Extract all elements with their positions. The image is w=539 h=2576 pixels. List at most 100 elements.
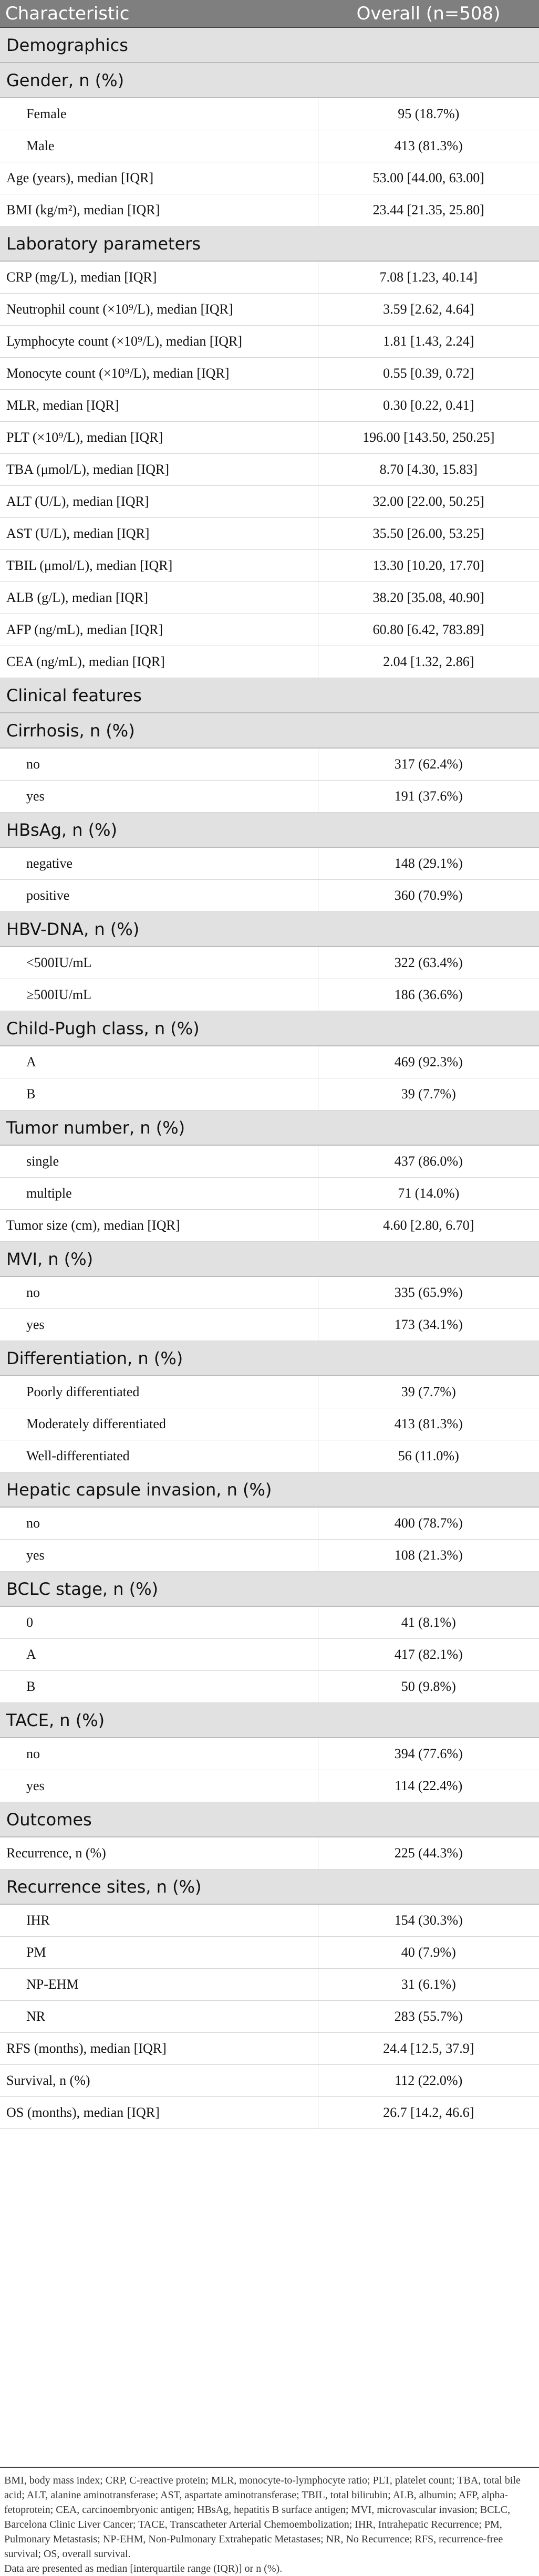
row-label: CEA (ng/mL), median [IQR] bbox=[0, 646, 318, 678]
table-row: Monocyte count (×10⁹/L), median [IQR] 0.5… bbox=[0, 357, 539, 390]
table-row: positive 360 (70.9%) bbox=[0, 879, 539, 912]
row-label: A bbox=[0, 1046, 318, 1078]
section-header-row: BCLC stage, n (%) bbox=[0, 1571, 539, 1607]
row-label: ALB (g/L), median [IQR] bbox=[0, 581, 318, 614]
table-row: multiple 71 (14.0%) bbox=[0, 1177, 539, 1210]
section-header-row: TACE, n (%) bbox=[0, 1702, 539, 1738]
row-value: 112 (22.0%) bbox=[317, 2064, 539, 2097]
row-value: 24.4 [12.5, 37.9] bbox=[317, 2032, 539, 2065]
row-label: ≥500IU/mL bbox=[0, 979, 318, 1011]
table-row: B 39 (7.7%) bbox=[0, 1078, 539, 1110]
table-row: PLT (×10⁹/L), median [IQR] 196.00 [143.50… bbox=[0, 421, 539, 454]
table-row: negative 148 (29.1%) bbox=[0, 847, 539, 880]
table-row: IHR 154 (30.3%) bbox=[0, 1904, 539, 1937]
section-label: Differentiation, n (%) bbox=[0, 1341, 539, 1376]
table-row: <500IU/mL 322 (63.4%) bbox=[0, 947, 539, 979]
table-row: ALT (U/L), median [IQR] 32.00 [22.00, 50.… bbox=[0, 485, 539, 518]
row-value: 413 (81.3%) bbox=[317, 130, 539, 162]
row-value: 39 (7.7%) bbox=[317, 1376, 539, 1408]
row-label: AST (U/L), median [IQR] bbox=[0, 517, 318, 550]
row-label: negative bbox=[0, 847, 318, 880]
row-label: Moderately differentiated bbox=[0, 1408, 318, 1440]
row-label: Tumor size (cm), median [IQR] bbox=[0, 1209, 318, 1242]
row-value: 154 (30.3%) bbox=[317, 1904, 539, 1937]
header-overall: Overall (n=508) bbox=[318, 0, 539, 28]
section-label: BCLC stage, n (%) bbox=[0, 1571, 539, 1607]
row-value: 56 (11.0%) bbox=[317, 1440, 539, 1472]
section-header-row: Cirrhosis, n (%) bbox=[0, 713, 539, 749]
section-label: TACE, n (%) bbox=[0, 1702, 539, 1738]
row-label: PM bbox=[0, 1936, 318, 1969]
row-value: 0.55 [0.39, 0.72] bbox=[317, 357, 539, 390]
row-value: 1.81 [1.43, 2.24] bbox=[317, 325, 539, 358]
section-label: Recurrence sites, n (%) bbox=[0, 1869, 539, 1905]
table-row: Recurrence, n (%) 225 (44.3%) bbox=[0, 1837, 539, 1869]
section-header-row: MVI, n (%) bbox=[0, 1241, 539, 1277]
table-row: ≥500IU/mL 186 (36.6%) bbox=[0, 979, 539, 1011]
table-row: NR 283 (55.7%) bbox=[0, 2000, 539, 2033]
section-label: HBV-DNA, n (%) bbox=[0, 911, 539, 947]
row-label: MLR, median [IQR] bbox=[0, 389, 318, 422]
section-label: HBsAg, n (%) bbox=[0, 812, 539, 848]
row-value: 191 (37.6%) bbox=[317, 780, 539, 813]
table-body: Demographics Gender, n (%) Female 95 (18.7%… bbox=[0, 27, 539, 2129]
section-label: Clinical features bbox=[0, 678, 539, 713]
table-row: yes 108 (21.3%) bbox=[0, 1539, 539, 1572]
row-value: 50 (9.8%) bbox=[317, 1670, 539, 1703]
table-container: Characteristic Overall (n=508) Demograph… bbox=[0, 0, 539, 2129]
row-label: RFS (months), median [IQR] bbox=[0, 2032, 318, 2065]
section-header-row: Gender, n (%) bbox=[0, 63, 539, 98]
row-label: B bbox=[0, 1078, 318, 1110]
table-row: TBA (μmol/L), median [IQR] 8.70 [4.30, 15… bbox=[0, 453, 539, 486]
row-label: Female bbox=[0, 98, 318, 130]
row-label: yes bbox=[0, 1308, 318, 1341]
section-label: Gender, n (%) bbox=[0, 63, 539, 98]
row-label: positive bbox=[0, 879, 318, 912]
section-header-row: HBsAg, n (%) bbox=[0, 812, 539, 848]
table-row: TBIL (μmol/L), median [IQR] 13.30 [10.20,… bbox=[0, 549, 539, 582]
row-value: 38.20 [35.08, 40.90] bbox=[317, 581, 539, 614]
row-label: no bbox=[0, 1276, 318, 1309]
row-value: 8.70 [4.30, 15.83] bbox=[317, 453, 539, 486]
row-label: Survival, n (%) bbox=[0, 2064, 318, 2097]
row-value: 3.59 [2.62, 4.64] bbox=[317, 293, 539, 326]
table-row: Male 413 (81.3%) bbox=[0, 130, 539, 162]
row-label: Neutrophil count (×10⁹/L), median [IQR] bbox=[0, 293, 318, 326]
table-row: no 335 (65.9%) bbox=[0, 1276, 539, 1309]
row-label: <500IU/mL bbox=[0, 947, 318, 979]
table-row: Survival, n (%) 112 (22.0%) bbox=[0, 2064, 539, 2097]
table-row: CEA (ng/mL), median [IQR] 2.04 [1.32, 2.8… bbox=[0, 646, 539, 678]
row-value: 53.00 [44.00, 63.00] bbox=[317, 162, 539, 194]
row-value: 4.60 [2.80, 6.70] bbox=[317, 1209, 539, 1242]
row-label: no bbox=[0, 1738, 318, 1770]
row-label: yes bbox=[0, 780, 318, 813]
row-label: Age (years), median [IQR] bbox=[0, 162, 318, 194]
row-value: 413 (81.3%) bbox=[317, 1408, 539, 1440]
table-row: Poorly differentiated 39 (7.7%) bbox=[0, 1376, 539, 1408]
table-row: Moderately differentiated 413 (81.3%) bbox=[0, 1408, 539, 1440]
row-value: 32.00 [22.00, 50.25] bbox=[317, 485, 539, 518]
table-row: Neutrophil count (×10⁹/L), median [IQR] 3… bbox=[0, 293, 539, 326]
section-header-row: Hepatic capsule invasion, n (%) bbox=[0, 1472, 539, 1508]
row-value: 437 (86.0%) bbox=[317, 1145, 539, 1178]
table-row: B 50 (9.8%) bbox=[0, 1670, 539, 1703]
table-row: PM 40 (7.9%) bbox=[0, 1936, 539, 1969]
table-row: BMI (kg/m²), median [IQR] 23.44 [21.35, 2… bbox=[0, 194, 539, 226]
table-row: 0 41 (8.1%) bbox=[0, 1606, 539, 1639]
row-label: AFP (ng/mL), median [IQR] bbox=[0, 614, 318, 646]
footnote-abbreviations: BMI, body mass index; CRP, C-reactive pr… bbox=[4, 2475, 521, 2560]
row-value: 95 (18.7%) bbox=[317, 98, 539, 130]
table-row: NP-EHM 31 (6.1%) bbox=[0, 1968, 539, 2001]
row-label: TBA (μmol/L), median [IQR] bbox=[0, 453, 318, 486]
section-label: Tumor number, n (%) bbox=[0, 1110, 539, 1146]
table-row: yes 114 (22.4%) bbox=[0, 1770, 539, 1802]
row-label: Male bbox=[0, 130, 318, 162]
table-row: no 400 (78.7%) bbox=[0, 1507, 539, 1540]
table-row: Age (years), median [IQR] 53.00 [44.00, 6… bbox=[0, 162, 539, 194]
table-row: RFS (months), median [IQR] 24.4 [12.5, 37… bbox=[0, 2032, 539, 2065]
section-label: Child-Pugh class, n (%) bbox=[0, 1011, 539, 1046]
footnote-note: Data are presented as median [interquart… bbox=[4, 2563, 283, 2574]
row-label: multiple bbox=[0, 1177, 318, 1210]
table-row: no 317 (62.4%) bbox=[0, 748, 539, 781]
section-header-row: Outcomes bbox=[0, 1802, 539, 1837]
